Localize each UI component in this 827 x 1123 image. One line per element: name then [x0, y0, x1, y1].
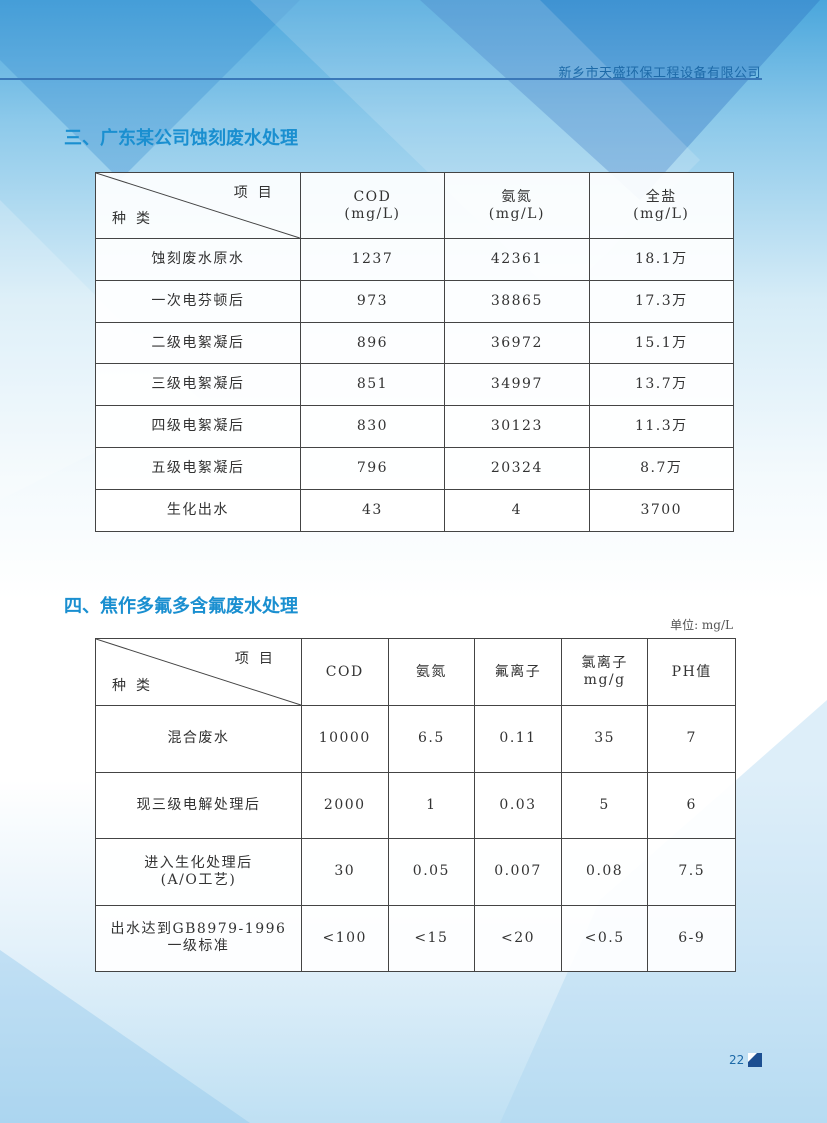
table-row: 进入生化处理后 (A/O工艺) 30 0.05 0.007 0.08 7.5	[95, 838, 736, 906]
row-label: 五级电絮凝后	[95, 446, 301, 490]
company-name: 新乡市天盛环保工程设备有限公司	[558, 66, 761, 81]
row-label: 现三级电解处理后	[95, 771, 302, 839]
cell-value: 11.3万	[588, 405, 735, 448]
table-row: 二级电絮凝后 896 36972 15.1万	[95, 321, 735, 365]
cell-value: 13.7万	[588, 363, 735, 407]
row-label: 四级电絮凝后	[95, 405, 301, 448]
row-label-line: (A/O工艺)	[160, 871, 237, 888]
cell-value: 7	[647, 705, 736, 773]
cell-value: 30123	[444, 405, 590, 448]
table-row: 蚀刻废水原水 1237 42361 18.1万	[95, 238, 735, 281]
cell-value: 34997	[444, 363, 590, 407]
cell-value: 42361	[444, 238, 590, 281]
cell-value: 0.007	[474, 838, 562, 906]
row-label-line: 进入生化处理后	[144, 854, 253, 871]
column-header: 全盐 (mg/L)	[588, 172, 735, 239]
cell-value: <20	[474, 904, 562, 972]
row-label-line: 一级标准	[167, 938, 230, 955]
cell-value: 1	[387, 771, 476, 839]
header-rule	[0, 78, 762, 80]
table-row: 混合废水 10000 6.5 0.11 35 7	[95, 705, 736, 773]
column-header: 氨氮	[387, 638, 476, 706]
column-header: COD	[300, 638, 389, 706]
row-label-line: 混合废水	[167, 730, 230, 747]
cell-value: 3700	[588, 488, 735, 532]
cell-value: 6.5	[387, 705, 476, 773]
table-row: 四级电絮凝后 830 30123 11.3万	[95, 405, 735, 448]
cell-value: 2000	[300, 771, 389, 839]
cell-value: 43	[299, 488, 446, 532]
table-row: 五级电絮凝后 796 20324 8.7万	[95, 446, 735, 490]
row-label: 生化出水	[95, 488, 301, 532]
section-4-title: 四、焦作多氟多含氟废水处理	[64, 596, 298, 617]
cell-value: <0.5	[560, 904, 649, 972]
row-label: 二级电絮凝后	[95, 321, 301, 365]
cell-value: 17.3万	[588, 279, 735, 323]
cell-value: 851	[299, 363, 446, 407]
unit-label: 单位: mg/L	[670, 618, 733, 632]
cell-value: 10000	[300, 705, 389, 773]
table-row: 出水达到GB8979-1996 一级标准 <100 <15 <20 <0.5 6-9	[95, 904, 736, 972]
row-label: 一次电芬顿后	[95, 279, 301, 323]
cell-value: 0.05	[387, 838, 476, 906]
column-header: 氯离子 mg/g	[560, 638, 649, 706]
column-header: 氨氮 (mg/L)	[444, 172, 590, 239]
cell-value: 36972	[444, 321, 590, 365]
section-3-title: 三、广东某公司蚀刻废水处理	[64, 128, 298, 149]
row-label: 蚀刻废水原水	[95, 238, 301, 281]
corner-header: 项目 种类	[95, 172, 301, 239]
page-number: 22	[729, 1053, 745, 1067]
cell-value: 15.1万	[588, 321, 735, 365]
cell-value: 0.03	[474, 771, 562, 839]
row-label: 出水达到GB8979-1996 一级标准	[95, 904, 302, 972]
cell-value: 4	[444, 488, 590, 532]
corner-kind: 种类	[112, 211, 160, 228]
cell-value: <15	[387, 904, 476, 972]
cell-value: <100	[300, 904, 389, 972]
corner-kind: 种类	[112, 678, 160, 695]
cell-value: 5	[560, 771, 649, 839]
cell-value: 6	[647, 771, 736, 839]
corner-header: 项目 种类	[95, 638, 302, 706]
cell-value: 1237	[299, 238, 446, 281]
cell-value: 973	[299, 279, 446, 323]
corner-item: 项目	[234, 651, 283, 667]
table-row: 三级电絮凝后 851 34997 13.7万	[95, 363, 735, 407]
cell-value: 38865	[444, 279, 590, 323]
cell-value: 30	[300, 838, 389, 906]
row-label: 混合废水	[95, 705, 302, 773]
cell-value: 18.1万	[588, 238, 735, 281]
table-row: 生化出水 43 4 3700	[95, 488, 735, 532]
column-header: PH值	[647, 638, 736, 706]
cell-value: 0.11	[474, 705, 562, 773]
corner-item: 项目	[233, 185, 282, 201]
table-row: 现三级电解处理后 2000 1 0.03 5 6	[95, 771, 736, 839]
row-label-line: 现三级电解处理后	[136, 796, 261, 813]
cell-value: 896	[299, 321, 446, 365]
page-corner-icon	[748, 1053, 762, 1067]
cell-value: 0.08	[560, 838, 649, 906]
cell-value: 20324	[444, 446, 590, 490]
cell-value: 6-9	[647, 904, 736, 972]
cell-value: 35	[560, 705, 649, 773]
table-row: 一次电芬顿后 973 38865 17.3万	[95, 279, 735, 323]
fluoride-wastewater-table: 项目 种类 COD 氨氮 氟离子 氯离子 mg/g PH值 混合废水 10000 6.…	[95, 638, 736, 972]
row-label-line: 出水达到GB8979-1996	[110, 921, 287, 938]
column-header: 氟离子	[474, 638, 562, 706]
etching-wastewater-table: 项目 种类 COD (mg/L) 氨氮 (mg/L) 全盐 (mg/L) 蚀刻废水原水…	[95, 172, 735, 532]
cell-value: 8.7万	[588, 446, 735, 490]
column-header: COD (mg/L)	[299, 172, 446, 239]
cell-value: 796	[299, 446, 446, 490]
cell-value: 830	[299, 405, 446, 448]
row-label: 进入生化处理后 (A/O工艺)	[95, 838, 302, 906]
cell-value: 7.5	[647, 838, 736, 906]
row-label: 三级电絮凝后	[95, 363, 301, 407]
